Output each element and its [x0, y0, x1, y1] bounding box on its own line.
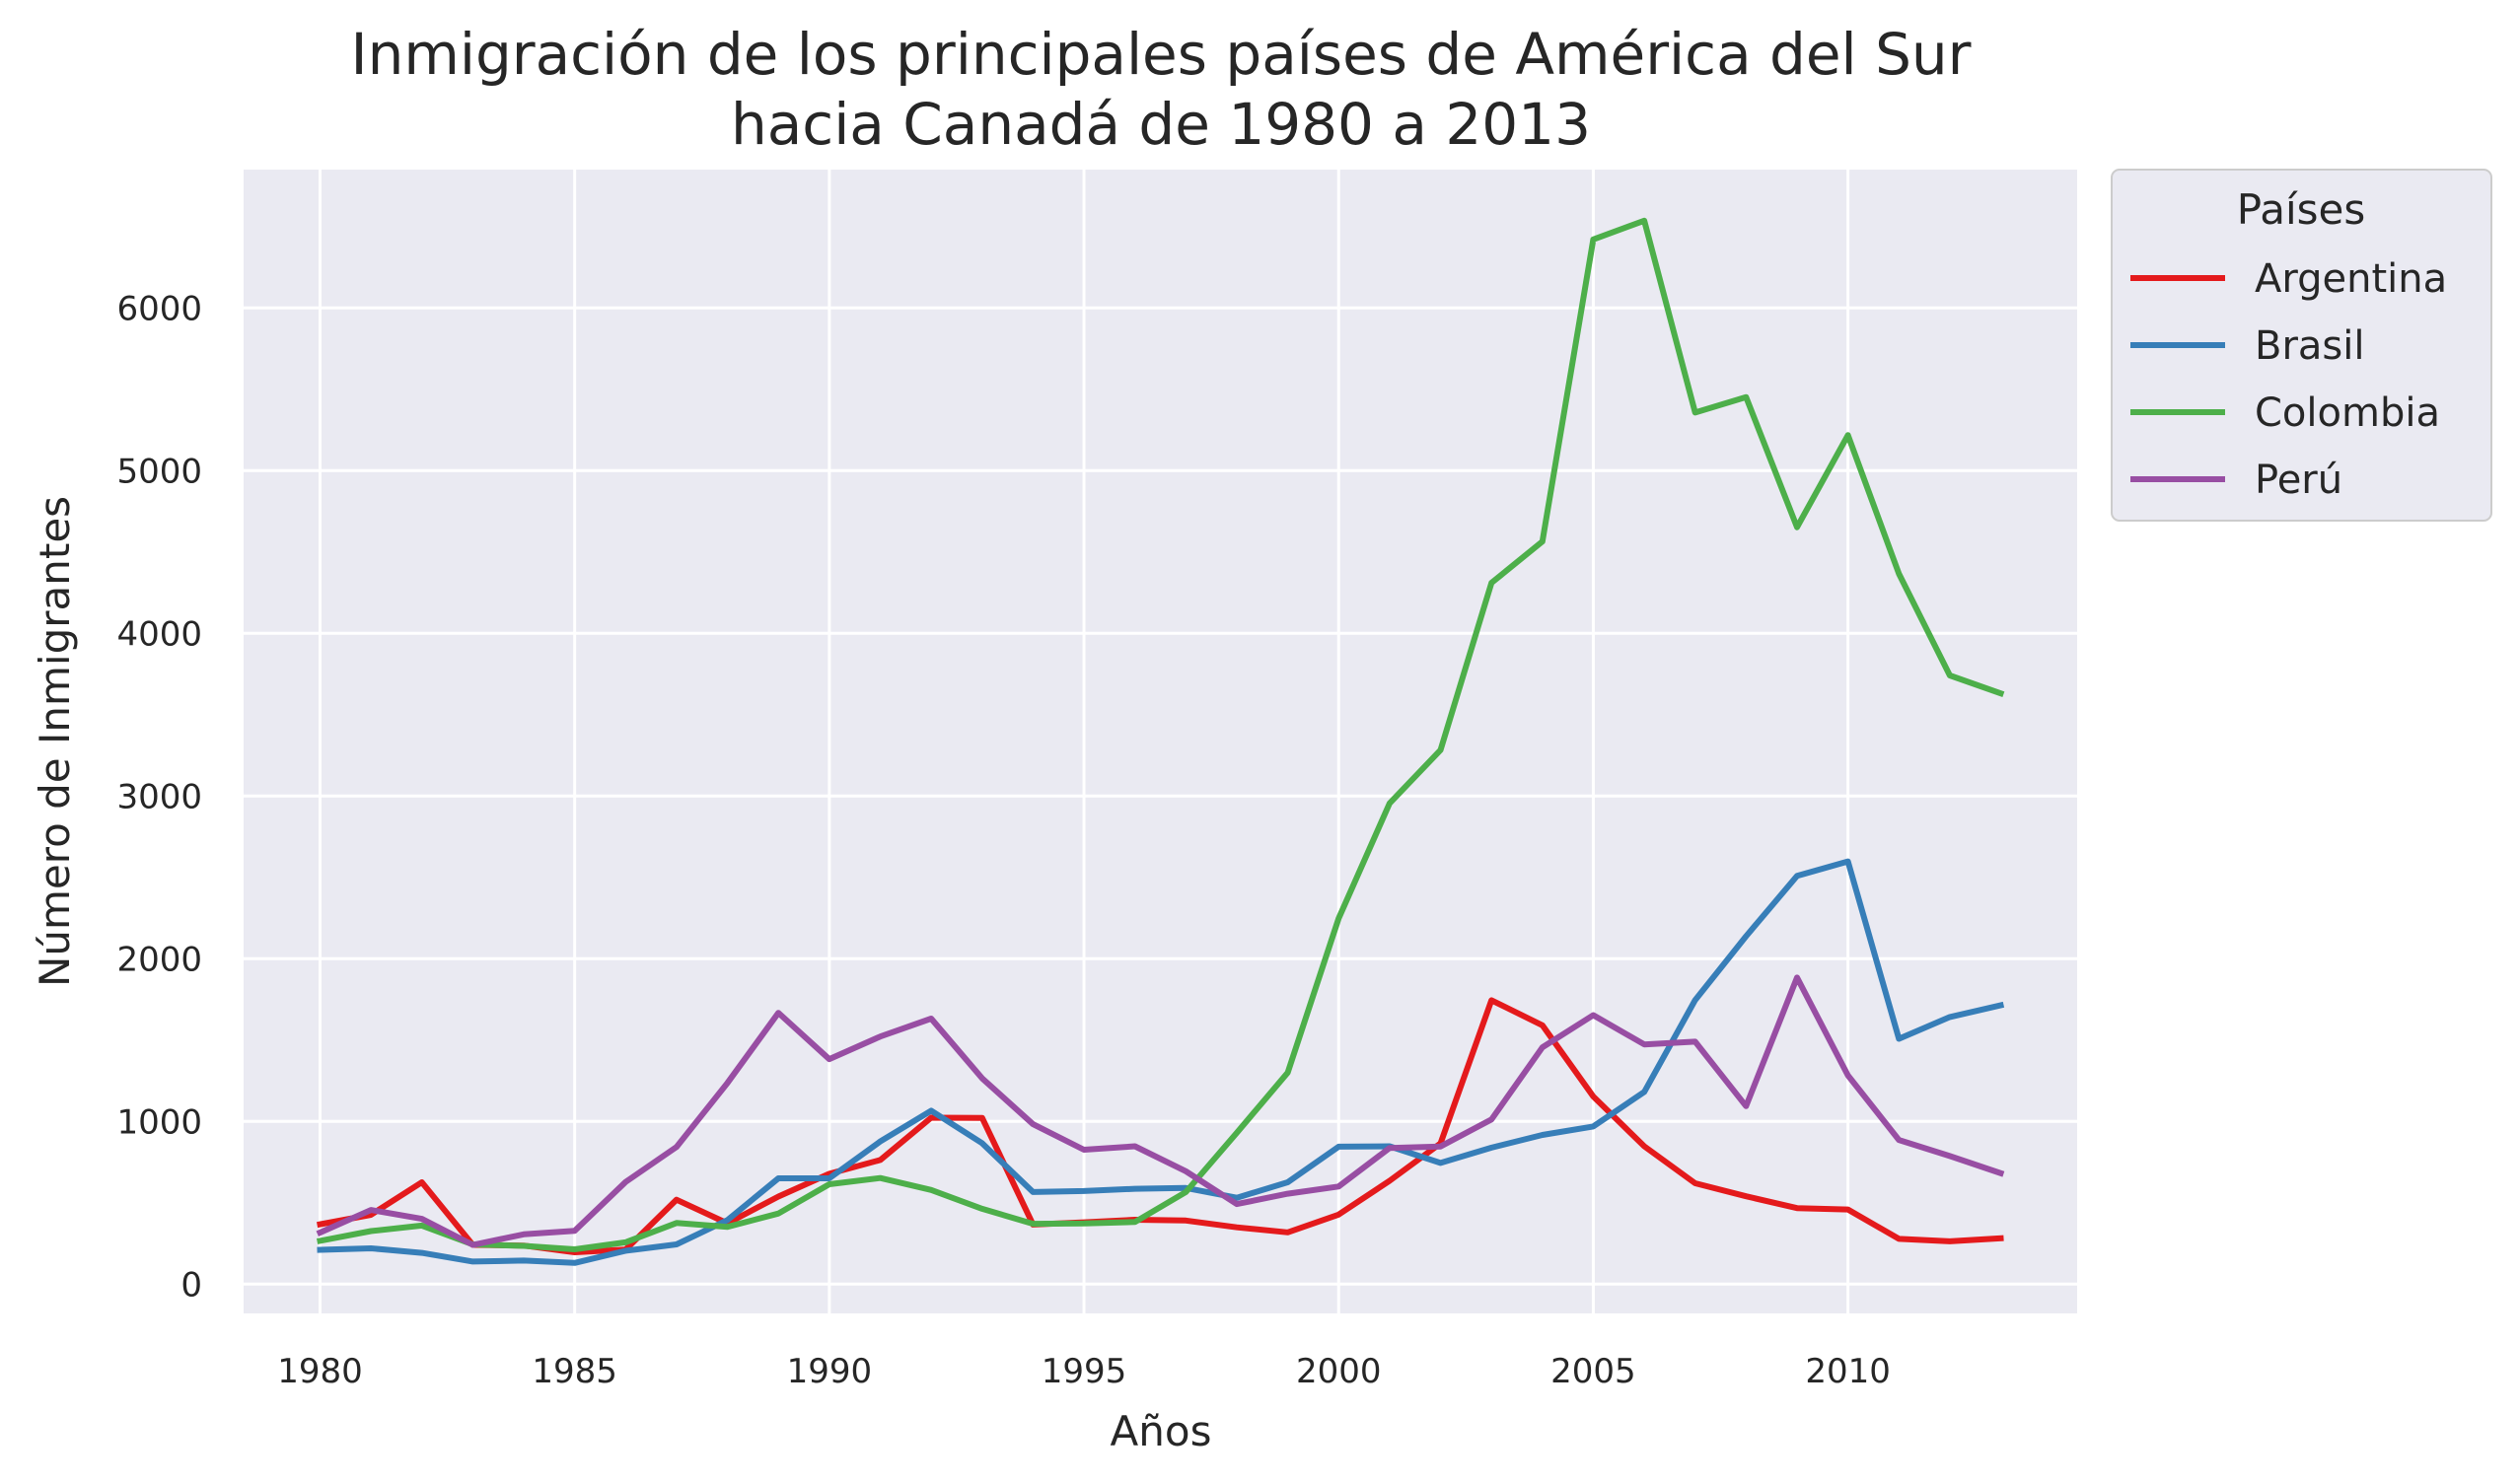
x-tick-label: 2000: [1296, 1352, 1382, 1391]
chart-title-line-2: hacia Canadá de 1980 a 2013: [731, 91, 1591, 158]
series-line-perú: [316, 974, 2005, 1248]
y-tick-label: 2000: [116, 940, 202, 979]
legend-label: Brasil: [2255, 323, 2364, 369]
y-tick-label: 5000: [116, 452, 202, 491]
series-line-colombia: [316, 217, 2005, 1252]
series-line-argentina: [317, 997, 2004, 1255]
legend-label: Perú: [2255, 458, 2342, 503]
legend-frame: [2111, 169, 2492, 522]
x-tick-label: 2005: [1550, 1352, 1636, 1391]
x-tick-label: 2010: [1805, 1352, 1891, 1391]
chart-title-line-1: Inmigración de los principales países de…: [350, 21, 1971, 88]
legend-title: Países: [2237, 185, 2365, 234]
legend-label: Argentina: [2255, 256, 2447, 302]
y-tick-labels: 0 1000 2000 3000 4000 5000 6000: [116, 289, 202, 1305]
y-tick-label: 4000: [116, 614, 202, 654]
y-tick-label: 0: [180, 1265, 202, 1305]
legend: Países Argentina Brasil Colombia Perú: [2111, 169, 2492, 522]
legend-items: Argentina Brasil Colombia Perú: [2130, 256, 2447, 503]
x-tick-label: 1980: [277, 1352, 363, 1391]
x-tick-label: 1990: [787, 1352, 873, 1391]
x-tick-labels: 1980 1985 1990 1995 2000 2005 2010: [277, 1352, 1891, 1391]
y-tick-label: 1000: [116, 1102, 202, 1142]
plot-area: [244, 170, 2077, 1313]
y-tick-label: 3000: [116, 777, 202, 816]
x-axis-label: Años: [1111, 1407, 1212, 1455]
series-line-brasil: [317, 858, 2005, 1266]
legend-label: Colombia: [2255, 390, 2440, 436]
x-tick-label: 1985: [532, 1352, 617, 1391]
y-axis-label: Número de Inmigrantes: [31, 496, 79, 987]
series-lines: [316, 217, 2005, 1266]
y-tick-label: 6000: [116, 289, 202, 328]
grid: [244, 170, 2077, 1313]
x-tick-label: 1995: [1042, 1352, 1127, 1391]
